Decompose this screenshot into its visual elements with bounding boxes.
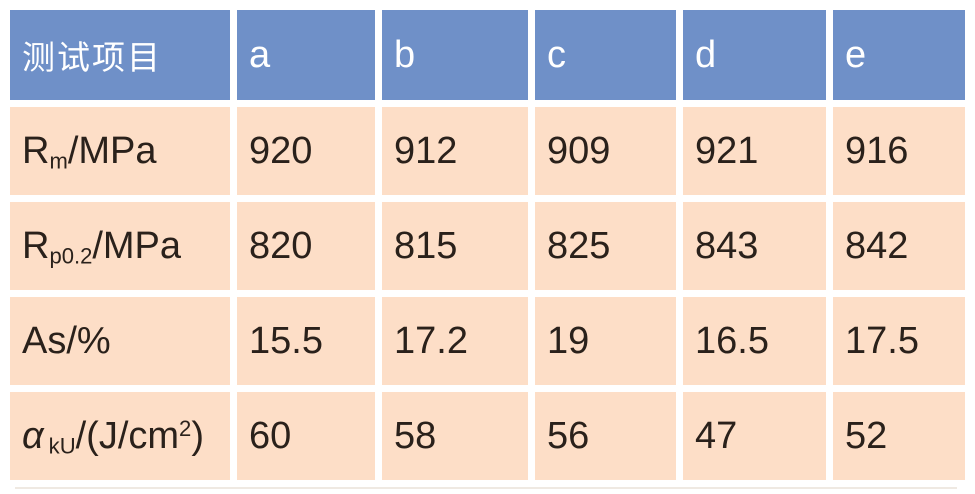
column-header-e: e (833, 10, 965, 100)
table-cell: 47 (683, 392, 826, 480)
table-cell: 60 (237, 392, 375, 480)
label-subscript: kU (48, 433, 76, 458)
table-cell: 17.2 (382, 297, 528, 385)
column-header-test-items: 测试项目 (10, 10, 230, 100)
column-header-b: b (382, 10, 528, 100)
table-cell: 921 (683, 107, 826, 195)
label-base: As/% (22, 319, 111, 362)
row-label-rp02: Rp0.2/MPa (10, 202, 230, 290)
row-label-as: As/% (10, 297, 230, 385)
label-unit: /MPa (92, 224, 182, 267)
label-subscript: m (49, 148, 68, 173)
table-cell: 920 (237, 107, 375, 195)
test-results-table: 测试项目 a b c d e Rm/MPa 920 912 909 921 91… (3, 3, 972, 487)
column-header-a: a (237, 10, 375, 100)
table-cell: 815 (382, 202, 528, 290)
table-cell: 820 (237, 202, 375, 290)
table-row-as: As/% 15.5 17.2 19 16.5 17.5 (10, 297, 965, 385)
row-label-aku: α kU/(J/cm2) (10, 392, 230, 480)
label-unit-close: ) (191, 414, 204, 457)
table-cell: 825 (535, 202, 676, 290)
row-label-rm: Rm/MPa (10, 107, 230, 195)
table-cell: 56 (535, 392, 676, 480)
table-cell: 16.5 (683, 297, 826, 385)
table-row-rm: Rm/MPa 920 912 909 921 916 (10, 107, 965, 195)
table-cell: 17.5 (833, 297, 965, 385)
table-cell: 909 (535, 107, 676, 195)
bottom-divider (15, 487, 957, 489)
table-cell: 843 (683, 202, 826, 290)
label-unit: /(J/cm (75, 414, 180, 457)
table-cell: 19 (535, 297, 676, 385)
table-cell: 52 (833, 392, 965, 480)
label-unit: /MPa (67, 129, 157, 172)
label-subscript: p0.2 (49, 243, 93, 268)
table-row-aku: α kU/(J/cm2) 60 58 56 47 52 (10, 392, 965, 480)
column-header-c: c (535, 10, 676, 100)
label-base: R (22, 129, 50, 172)
label-superscript: 2 (179, 415, 192, 441)
table-cell: 15.5 (237, 297, 375, 385)
table-cell: 912 (382, 107, 528, 195)
table-cell: 58 (382, 392, 528, 480)
label-alpha: α (22, 414, 44, 457)
table-cell: 842 (833, 202, 965, 290)
table-row-rp02: Rp0.2/MPa 820 815 825 843 842 (10, 202, 965, 290)
table-cell: 916 (833, 107, 965, 195)
label-base: R (22, 224, 50, 267)
header-row: 测试项目 a b c d e (10, 10, 965, 100)
column-header-d: d (683, 10, 826, 100)
